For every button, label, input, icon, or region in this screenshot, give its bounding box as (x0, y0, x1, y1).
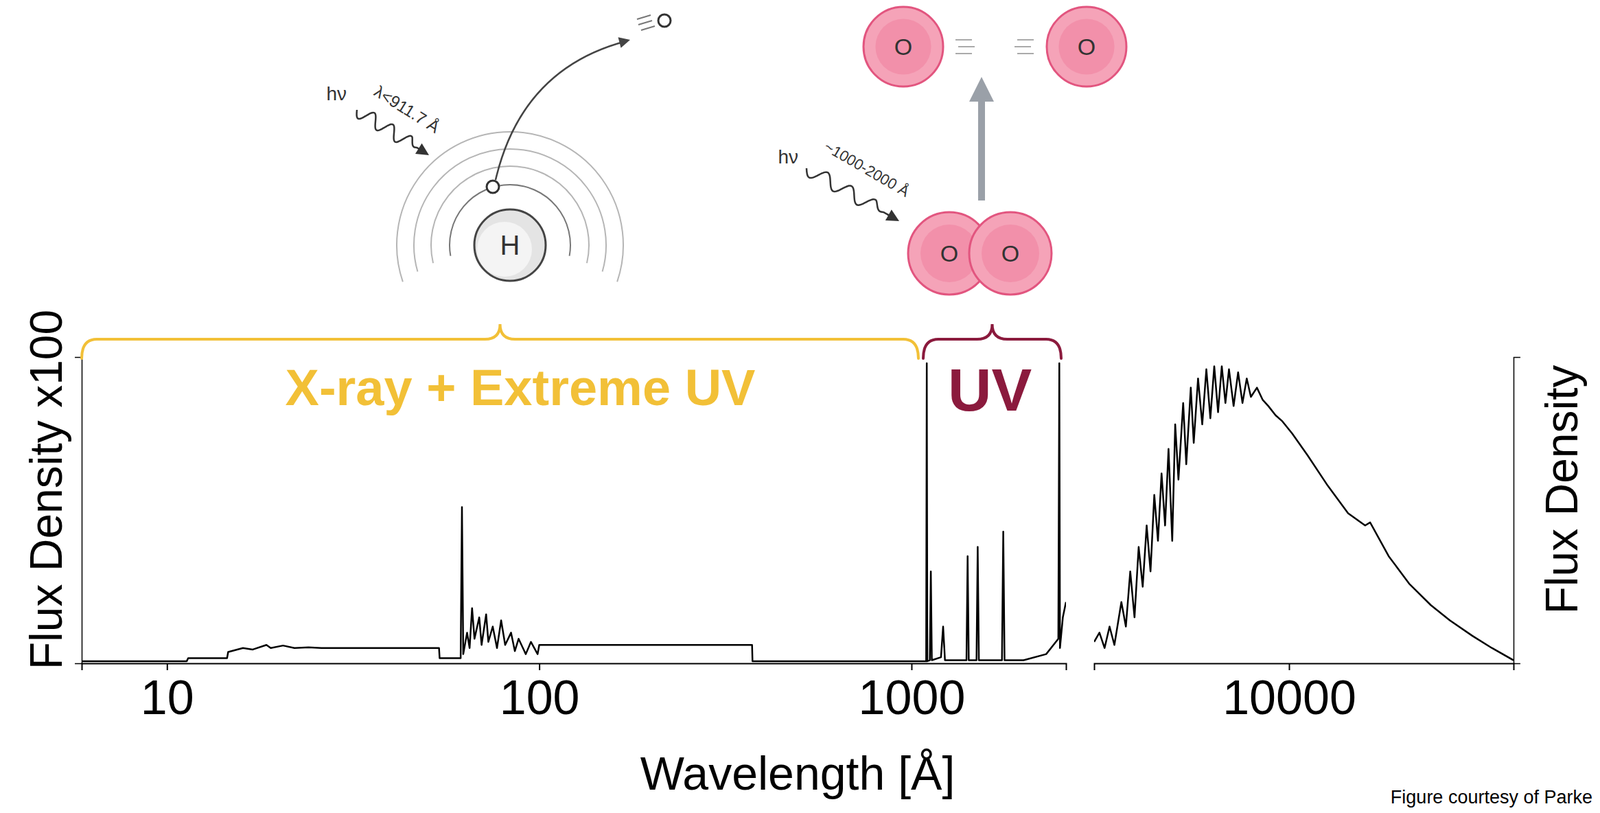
y-axis-line (1514, 357, 1522, 664)
spectrum-line (1094, 365, 1514, 660)
oxygen-label: O (1001, 240, 1020, 267)
x-tick-mark (1288, 663, 1290, 670)
speed-line (641, 26, 655, 31)
arrow-head (885, 209, 900, 222)
x-tick: 10000 (1222, 663, 1357, 725)
annotation-brace (923, 323, 1062, 359)
wavelength-label: λ<911.7 Å (371, 81, 444, 137)
x-tick-label: 100 (499, 670, 581, 725)
plot-area (1094, 365, 1514, 660)
oxygen-label: O (940, 240, 959, 267)
oxygen-atom (863, 6, 944, 87)
free-electron (658, 14, 671, 27)
arrow-head (969, 76, 994, 102)
speed-line (955, 39, 972, 41)
arrow-head (617, 37, 631, 48)
photon-label: hν (326, 83, 347, 105)
x-tick: 100 (499, 663, 581, 725)
oxygen-atom-core (875, 18, 931, 75)
x-tick: 10 (140, 663, 195, 725)
dissociation-arrow (978, 97, 985, 201)
x-tick-mark (166, 663, 169, 670)
speed-line (638, 20, 653, 25)
y-axis-title: Flux Density x100 (20, 309, 72, 670)
wavelength-label: ~1000-2000 Å (821, 137, 913, 201)
oxygen-atom (969, 212, 1052, 295)
nucleus (474, 209, 546, 281)
x-axis-line (82, 663, 1067, 671)
background (0, 0, 1600, 813)
panel: 10000 Flux Density (1094, 357, 1587, 725)
x-tick-label: 10000 (1222, 670, 1357, 725)
x-axis-line (1094, 663, 1515, 671)
x-tick-label: 1000 (858, 670, 966, 725)
x-axis-title: Wavelength [Å] (640, 746, 956, 799)
electron-trajectory (495, 41, 626, 180)
arrow-head (415, 143, 430, 156)
x-axis: 10 100 1000 (82, 663, 1067, 725)
x-tick-label: 10 (140, 670, 195, 725)
x-tick-mark (910, 663, 913, 670)
panel: 10 100 1000 Flux Density x100 X-ray + Extrem… (20, 309, 1067, 725)
y-axis (74, 357, 83, 664)
nucleus-shade (477, 221, 532, 277)
oxygen-atom-core (981, 224, 1040, 283)
chart-container: 10 100 1000 Flux Density x100 X-ray + Extrem… (0, 0, 1600, 813)
electron-orbit (396, 131, 624, 282)
speed-line (958, 45, 975, 48)
speed-line (1017, 52, 1034, 55)
photon-label: hν (777, 146, 799, 168)
credit: Figure courtesy of Parke (1390, 786, 1593, 808)
x-tick: 1000 (858, 663, 966, 725)
annotation-label: X-ray + Extreme UV (285, 358, 756, 416)
speed-line (1014, 45, 1031, 48)
y-axis-title: Flux Density (1536, 364, 1587, 614)
figure: 10 100 1000 Flux Density x100 X-ray + Extrem… (0, 0, 1600, 813)
y-axis-line (74, 357, 83, 664)
illustrations: Hhν λ<911.7 Å O O O Ohν ~1000-2000 Å (326, 6, 1127, 295)
x-tick-mark (538, 663, 541, 670)
oxygen-label: O (1077, 33, 1096, 60)
speed-line (955, 52, 972, 55)
oxygen-label: O (894, 33, 913, 60)
y-axis (1514, 357, 1522, 664)
oxygen-atom-core (1058, 18, 1115, 75)
annotation-brace (81, 323, 919, 359)
oxygen-illustration: O O O Ohν ~1000-2000 Å (777, 6, 1127, 295)
hydrogen-illustration: Hhν λ<911.7 Å (326, 14, 671, 282)
electron (486, 180, 500, 193)
annotation-label: UV (947, 355, 1033, 424)
oxygen-atom (1046, 6, 1127, 87)
nucleus-label: H (500, 229, 521, 261)
speed-line (1017, 39, 1034, 41)
x-axis: 10000 (1094, 663, 1515, 725)
speed-line (636, 15, 651, 20)
